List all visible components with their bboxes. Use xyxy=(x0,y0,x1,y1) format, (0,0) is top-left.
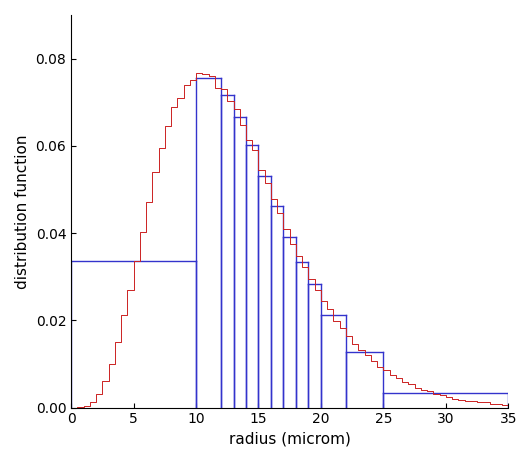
X-axis label: radius (microm): radius (microm) xyxy=(229,432,351,447)
Y-axis label: distribution function: distribution function xyxy=(15,134,30,289)
